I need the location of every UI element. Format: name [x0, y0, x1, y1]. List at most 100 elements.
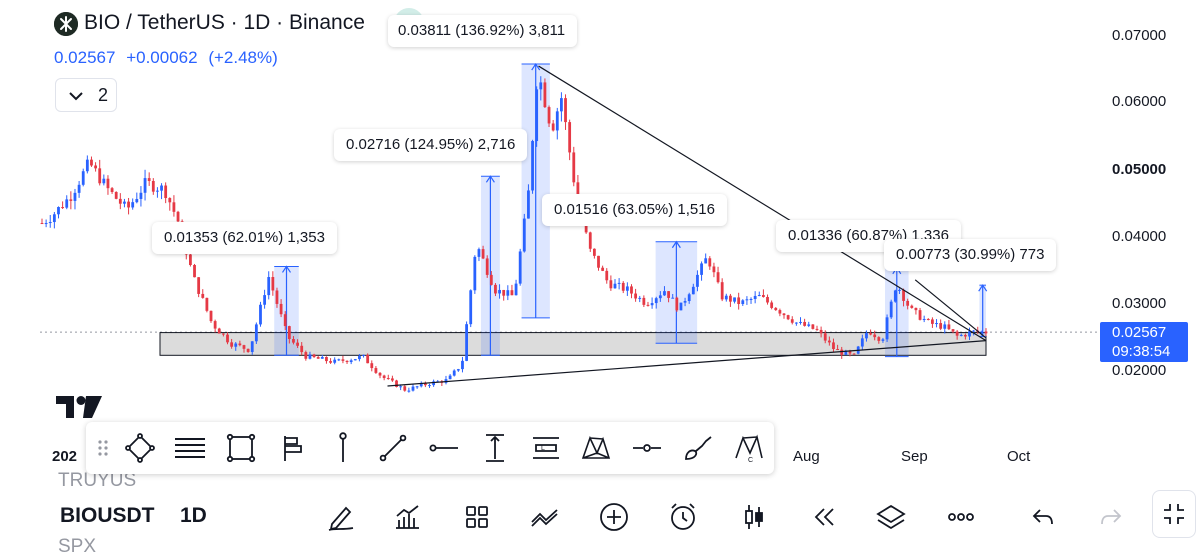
candle-body: [741, 300, 745, 305]
indicators-toggle[interactable]: 2: [55, 78, 117, 112]
symbol-title[interactable]: BIO / TetherUS · 1D · Binance: [84, 11, 365, 34]
alarm-clock-icon[interactable]: [660, 494, 706, 540]
candle-body: [382, 375, 386, 379]
indicators-icon[interactable]: [384, 494, 430, 540]
candle-body: [205, 297, 209, 311]
candle-body: [172, 202, 176, 212]
measure-label-3[interactable]: 0.03811 (136.92%) 3,811: [388, 15, 578, 47]
candle-body: [555, 111, 559, 131]
candle-body: [522, 218, 526, 252]
tradingview-logo-icon[interactable]: [56, 396, 102, 423]
candle-body: [691, 286, 695, 295]
candle-body: [52, 214, 56, 223]
bottom-timeframe[interactable]: 1D: [180, 504, 207, 527]
more-dots-icon[interactable]: [938, 494, 984, 540]
compare-icon[interactable]: [522, 494, 568, 540]
candle-body: [48, 222, 52, 224]
bottom-symbol[interactable]: BIOUSDT: [60, 504, 155, 527]
vertical-line-icon[interactable]: [317, 426, 368, 470]
candle-body: [316, 357, 320, 359]
layout-grid-icon[interactable]: [454, 494, 500, 540]
candle-body: [296, 342, 299, 346]
exit-fullscreen-icon[interactable]: [1152, 490, 1196, 538]
drag-grip-icon[interactable]: [92, 428, 114, 468]
watchlist-prev-symbol[interactable]: TRUYUS: [58, 470, 137, 491]
candle-body: [386, 378, 390, 380]
candle-body: [485, 258, 489, 275]
replay-icon[interactable]: [800, 494, 846, 540]
candle-body: [926, 318, 930, 320]
candle-body: [613, 283, 617, 289]
fib-lines-icon[interactable]: [165, 426, 216, 470]
brush-icon[interactable]: [672, 426, 723, 470]
price-range-icon[interactable]: [469, 426, 520, 470]
candle-body: [283, 314, 287, 327]
candle-body: [271, 277, 275, 291]
flags-icon[interactable]: [266, 426, 317, 470]
watchlist-next-symbol[interactable]: SPX: [58, 536, 97, 554]
add-circle-icon[interactable]: [591, 494, 637, 540]
candle-body: [325, 357, 328, 362]
candle-body: [329, 361, 332, 363]
horizontal-ray-icon[interactable]: [419, 426, 470, 470]
redo-icon[interactable]: [1088, 494, 1134, 540]
candle-body: [914, 307, 918, 311]
candle-body: [753, 295, 757, 299]
candle-body: [452, 370, 456, 376]
candle-body: [469, 290, 473, 325]
candle-body: [568, 122, 572, 153]
measure-label-1[interactable]: 0.01353 (62.01%) 1,353: [152, 222, 337, 254]
price-quote: 0.02567 +0.00062 (+2.48%): [54, 48, 284, 68]
price-tick: 0.06000: [1112, 93, 1167, 110]
candle-body: [972, 330, 976, 332]
indicators-count: 2: [98, 84, 109, 105]
candle-body: [638, 297, 642, 299]
candle-body: [73, 192, 77, 201]
candle-body: [118, 198, 122, 204]
candle-body: [621, 282, 625, 291]
candle-body: [935, 323, 938, 325]
candles-icon[interactable]: [731, 494, 777, 540]
candle-body: [473, 256, 477, 291]
candle-body: [407, 390, 411, 392]
candle-body: [423, 383, 427, 386]
candle-body: [799, 321, 802, 323]
time-tick: Aug: [793, 448, 820, 465]
measure-label-6[interactable]: 0.00773 (30.99%) 773: [884, 239, 1057, 271]
xabcd-pattern-icon[interactable]: [571, 426, 622, 470]
candle-body: [444, 379, 448, 383]
horizontal-line-icon[interactable]: [622, 426, 673, 470]
measure-label-4[interactable]: 0.01516 (63.05%) 1,516: [542, 194, 727, 226]
candle-body: [885, 317, 889, 340]
shape-tool-icon[interactable]: [114, 426, 165, 470]
chevron-down-icon: [68, 85, 84, 106]
candle-body: [675, 297, 679, 311]
pencil-icon[interactable]: [318, 494, 364, 540]
candle-body: [341, 359, 345, 361]
time-tick: Sep: [901, 448, 928, 465]
rectangle-icon[interactable]: [216, 426, 267, 470]
abcd-pattern-icon[interactable]: C: [723, 426, 774, 470]
candle-body: [531, 141, 534, 191]
candle-body: [320, 357, 324, 359]
candle-body: [267, 277, 271, 296]
candle-body: [836, 349, 839, 351]
layers-icon[interactable]: [868, 494, 914, 540]
candle-body: [477, 249, 481, 257]
candle-body: [881, 339, 885, 341]
long-position-icon[interactable]: L: [520, 426, 571, 470]
candle-body: [951, 329, 955, 332]
measure-label-2[interactable]: 0.02716 (124.95%) 2,716: [334, 129, 528, 161]
candle-body: [353, 359, 357, 361]
trend-line-icon[interactable]: [368, 426, 419, 470]
candle-body: [102, 178, 106, 184]
candle-body: [292, 339, 295, 343]
undo-icon[interactable]: [1020, 494, 1066, 540]
candle-body: [164, 185, 168, 199]
candle-body: [737, 297, 741, 305]
candle-body: [774, 307, 778, 311]
candle-body: [832, 342, 835, 350]
candle-body: [481, 249, 485, 259]
candle-body: [217, 328, 221, 334]
